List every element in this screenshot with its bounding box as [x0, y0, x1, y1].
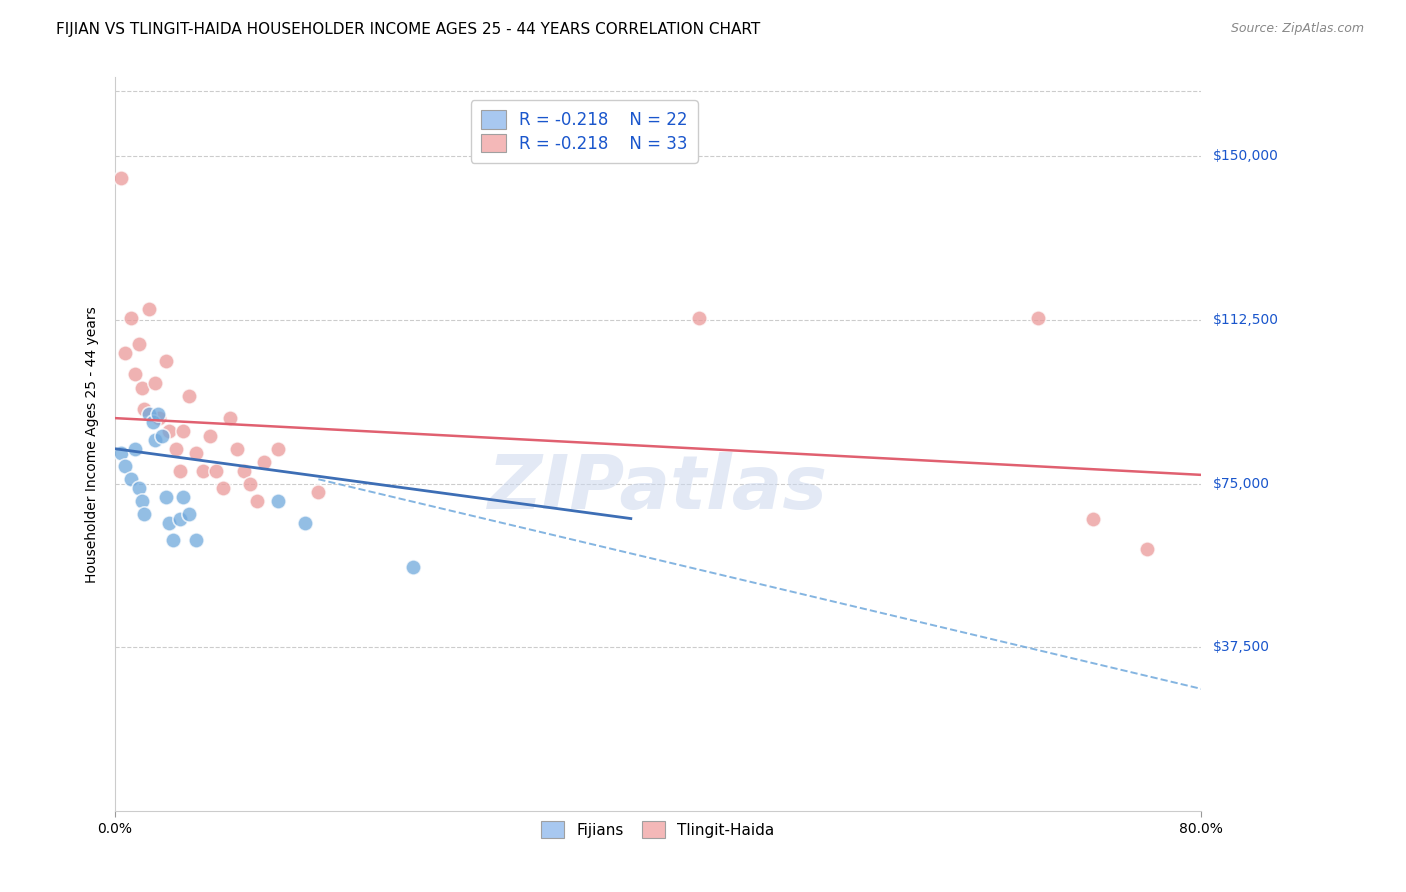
Point	[184, 533, 207, 548]
Point	[179, 507, 201, 521]
Point	[198, 428, 221, 442]
Text: $150,000: $150,000	[1212, 149, 1278, 163]
Point	[688, 310, 710, 325]
Text: Source: ZipAtlas.com: Source: ZipAtlas.com	[1230, 22, 1364, 36]
Point	[143, 376, 166, 391]
Point	[155, 490, 177, 504]
Point	[110, 446, 132, 460]
Point	[232, 463, 254, 477]
Point	[184, 446, 207, 460]
Point	[172, 424, 194, 438]
Point	[212, 481, 235, 495]
Point	[138, 301, 160, 316]
Point	[150, 428, 173, 442]
Point	[134, 507, 156, 521]
Point	[191, 463, 214, 477]
Point	[179, 389, 201, 403]
Point	[138, 407, 160, 421]
Text: $75,000: $75,000	[1212, 476, 1270, 491]
Point	[1081, 511, 1104, 525]
Point	[120, 472, 142, 486]
Point	[253, 455, 276, 469]
Y-axis label: Householder Income Ages 25 - 44 years: Householder Income Ages 25 - 44 years	[86, 306, 100, 582]
Point	[246, 494, 269, 508]
Point	[114, 459, 136, 474]
Point	[148, 411, 170, 425]
Point	[128, 336, 150, 351]
Point	[402, 559, 425, 574]
Point	[124, 368, 146, 382]
Point	[169, 463, 191, 477]
Point	[128, 481, 150, 495]
Point	[157, 516, 180, 530]
Text: ZIPatlas: ZIPatlas	[488, 452, 828, 524]
Point	[110, 170, 132, 185]
Point	[134, 402, 156, 417]
Point	[219, 411, 242, 425]
Point	[143, 433, 166, 447]
Point	[266, 494, 288, 508]
Point	[1136, 542, 1159, 557]
Point	[205, 463, 228, 477]
Point	[266, 442, 288, 456]
Point	[120, 310, 142, 325]
Point	[131, 380, 153, 394]
Point	[165, 442, 187, 456]
Text: $112,500: $112,500	[1212, 313, 1278, 326]
Point	[157, 424, 180, 438]
Legend: Fijians, Tlingit-Haida: Fijians, Tlingit-Haida	[536, 815, 780, 844]
Point	[142, 416, 165, 430]
Point	[294, 516, 316, 530]
Point	[225, 442, 247, 456]
Point	[131, 494, 153, 508]
Point	[162, 533, 184, 548]
Point	[155, 354, 177, 368]
Point	[146, 407, 169, 421]
Point	[169, 511, 191, 525]
Point	[124, 442, 146, 456]
Text: FIJIAN VS TLINGIT-HAIDA HOUSEHOLDER INCOME AGES 25 - 44 YEARS CORRELATION CHART: FIJIAN VS TLINGIT-HAIDA HOUSEHOLDER INCO…	[56, 22, 761, 37]
Text: $37,500: $37,500	[1212, 640, 1270, 655]
Point	[239, 476, 262, 491]
Point	[172, 490, 194, 504]
Point	[114, 345, 136, 359]
Point	[1028, 310, 1050, 325]
Point	[307, 485, 329, 500]
